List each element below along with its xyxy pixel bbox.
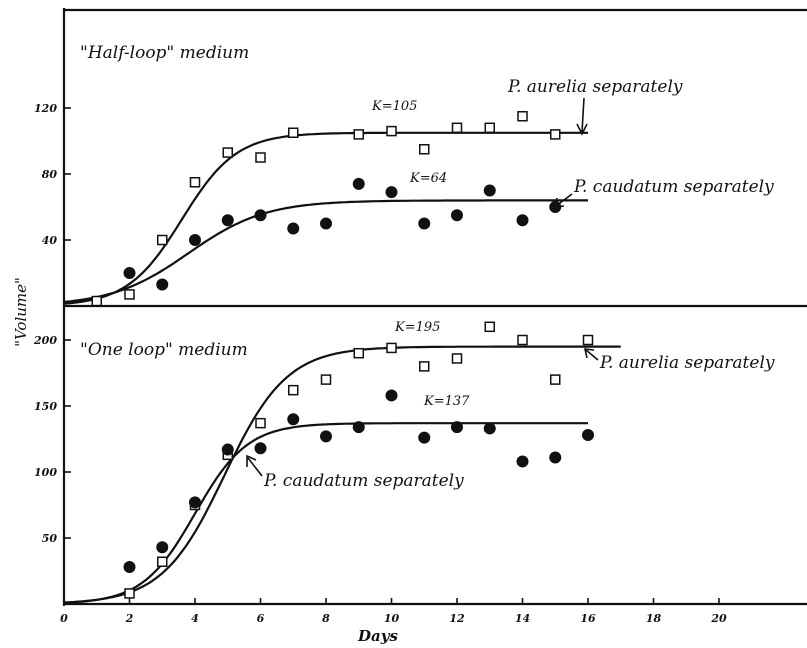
data-point-circle xyxy=(254,209,267,222)
data-point-square xyxy=(386,125,397,137)
data-point-circle xyxy=(254,442,267,455)
y-axis-label: "Volume" xyxy=(12,277,30,347)
y-tick-label: 50 xyxy=(42,532,58,545)
data-point-square xyxy=(484,122,495,134)
data-point-circle xyxy=(451,209,463,222)
data-point-circle xyxy=(123,561,136,574)
data-point-circle xyxy=(156,541,169,554)
logistic-curves xyxy=(63,131,621,604)
data-point-square xyxy=(419,361,430,372)
data-point-square xyxy=(124,588,135,599)
y-tick-label: 120 xyxy=(34,102,57,115)
x-tick-label: 0 xyxy=(60,612,68,625)
data-point-circle xyxy=(189,234,201,246)
data-point-circle xyxy=(549,201,562,213)
x-tick-label: 14 xyxy=(515,612,530,625)
data-point-square xyxy=(157,556,168,568)
top-aurelia-k-label: K=105 xyxy=(371,99,417,114)
series-curve xyxy=(63,345,621,604)
x-tick-label: 18 xyxy=(646,612,662,625)
data-point-circle xyxy=(352,421,365,434)
bottom-caudatum-label-arrow xyxy=(246,454,263,477)
data-point-square xyxy=(157,234,168,246)
series-curve xyxy=(63,422,588,604)
data-point-circle xyxy=(385,389,398,402)
top-aurelia-series-label: P. aurelia separately xyxy=(507,77,683,97)
data-point-square xyxy=(255,152,266,163)
series-curve xyxy=(63,199,588,304)
data-point-circle xyxy=(516,455,529,468)
x-tick-label: 4 xyxy=(191,612,199,625)
data-point-circle xyxy=(582,429,594,442)
data-point-square xyxy=(386,342,397,354)
data-point-circle xyxy=(189,496,201,509)
top-caudatum-series-label: P. caudatum separately xyxy=(573,177,774,197)
bottom-aurelia-label-arrow xyxy=(583,348,599,361)
data-point-square xyxy=(582,334,594,346)
y-tick-label: 80 xyxy=(42,168,58,181)
data-point-circle xyxy=(221,443,234,456)
data-point-circle xyxy=(352,177,365,190)
data-point-circle xyxy=(123,267,136,279)
data-point-square xyxy=(288,127,299,138)
data-point-circle xyxy=(287,413,300,426)
data-point-circle xyxy=(418,431,431,444)
data-point-square xyxy=(189,177,201,188)
y-tick-label: 150 xyxy=(34,400,57,413)
bottom-caudatum-k-label: K=137 xyxy=(423,394,470,409)
data-point-square xyxy=(419,144,430,155)
data-point-circle xyxy=(549,451,562,464)
data-point-circle xyxy=(221,214,234,227)
data-point-circle xyxy=(451,421,463,434)
x-tick-label: 20 xyxy=(710,612,727,625)
data-point-square xyxy=(484,321,495,333)
top-panel-title: "Half-loop" medium xyxy=(80,43,249,63)
data-point-square xyxy=(320,374,332,385)
data-point-circle xyxy=(483,422,496,435)
y-tick-label: 200 xyxy=(33,334,57,347)
data-point-circle xyxy=(516,214,529,227)
bottom-aurelia-series-label: P. aurelia separately xyxy=(599,353,775,373)
data-points xyxy=(91,111,594,599)
data-point-square xyxy=(517,111,528,122)
data-point-square xyxy=(353,347,364,359)
data-point-square xyxy=(451,353,463,364)
data-point-square xyxy=(550,129,561,140)
data-point-circle xyxy=(287,222,300,235)
x-tick-label: 6 xyxy=(257,612,265,625)
y-tick-label: 40 xyxy=(42,234,58,247)
x-axis-label: Days xyxy=(357,627,398,645)
y-tick-label: 100 xyxy=(34,466,57,479)
data-point-square xyxy=(451,122,463,134)
data-point-square xyxy=(91,295,102,307)
x-tick-label: 12 xyxy=(449,612,465,625)
data-point-square xyxy=(222,147,233,158)
x-tick-label: 16 xyxy=(580,612,596,625)
top-aurelia-label-arrow xyxy=(576,97,588,136)
data-point-square xyxy=(353,129,364,140)
data-point-circle xyxy=(156,278,169,291)
data-point-square xyxy=(517,334,528,346)
x-tick-label: 10 xyxy=(384,612,400,625)
data-point-circle xyxy=(483,184,496,197)
top-caudatum-k-label: K=64 xyxy=(409,171,447,186)
data-point-circle xyxy=(320,217,332,230)
bottom-panel-title: "One loop" medium xyxy=(80,340,248,360)
data-point-circle xyxy=(385,186,398,199)
axis-ticks: 40 80 120 50 100 150 200 0 2 4 6 8 10 12 14 16 18 20 xyxy=(33,102,727,625)
x-tick-label: 8 xyxy=(322,612,330,625)
x-tick-label: 2 xyxy=(125,612,134,625)
data-point-circle xyxy=(320,430,332,443)
data-point-square xyxy=(255,417,266,429)
data-point-square xyxy=(550,374,561,385)
bottom-aurelia-k-label: K=195 xyxy=(394,320,440,335)
data-point-circle xyxy=(418,217,431,230)
data-point-square xyxy=(124,289,135,300)
series-curve xyxy=(63,131,588,305)
bottom-caudatum-series-label: P. caudatum separately xyxy=(263,471,464,491)
data-point-square xyxy=(288,384,299,396)
